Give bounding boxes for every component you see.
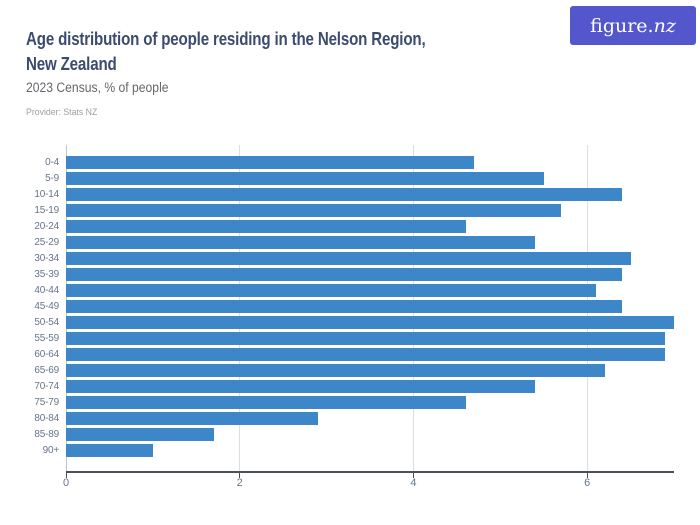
bar xyxy=(66,396,466,409)
x-tick-label: 0 xyxy=(62,477,70,489)
chart-subtitle: 2023 Census, % of people xyxy=(26,80,169,95)
title-line-2: New Zealand xyxy=(26,54,117,74)
y-axis-label: 55-59 xyxy=(34,333,59,344)
bar xyxy=(66,348,666,361)
bar xyxy=(66,428,214,441)
bar xyxy=(66,380,536,393)
y-axis-label: 5-9 xyxy=(45,173,59,184)
y-axis-label: 20-24 xyxy=(34,221,59,232)
y-axis-label: 75-79 xyxy=(34,397,59,408)
bar xyxy=(66,172,544,185)
y-axis-label: 30-34 xyxy=(34,253,59,264)
bar xyxy=(66,364,605,377)
y-axis-label: 35-39 xyxy=(34,269,59,280)
x-tick xyxy=(65,472,67,478)
bar xyxy=(66,220,466,233)
logo-text: figure. xyxy=(590,14,654,37)
logo-text-italic: nz xyxy=(653,14,676,37)
y-axis-label: 60-64 xyxy=(34,349,59,360)
x-axis-line xyxy=(66,471,674,473)
page-title: Age distribution of people residing in t… xyxy=(26,27,502,77)
bar xyxy=(66,412,318,425)
title-line-1: Age distribution of people residing in t… xyxy=(26,29,426,49)
bar xyxy=(66,444,153,457)
y-axis-label: 40-44 xyxy=(34,285,59,296)
bar xyxy=(66,156,475,169)
figurenz-logo[interactable]: figure. nz xyxy=(570,6,696,45)
x-tick xyxy=(412,472,414,478)
y-axis-label: 50-54 xyxy=(34,317,59,328)
bar xyxy=(66,332,666,345)
y-axis-label: 0-4 xyxy=(45,157,59,168)
provider-credit: Provider: Stats NZ xyxy=(26,107,98,117)
bar xyxy=(66,284,596,297)
y-axis-label: 70-74 xyxy=(34,381,59,392)
x-tick xyxy=(239,472,241,478)
y-axis-label: 85-89 xyxy=(34,429,59,440)
x-tick-label: 6 xyxy=(584,477,591,489)
y-axis-label: 90+ xyxy=(42,445,60,456)
bar xyxy=(66,204,562,217)
bar xyxy=(66,316,674,329)
x-tick-label: 4 xyxy=(410,477,417,489)
y-axis-label: 45-49 xyxy=(34,301,59,312)
bar xyxy=(66,236,536,249)
y-axis-label: 15-19 xyxy=(34,205,59,216)
bar xyxy=(66,268,622,281)
y-axis-label: 65-69 xyxy=(34,365,59,376)
x-tick xyxy=(586,472,588,478)
x-tick-label: 2 xyxy=(236,477,243,489)
y-axis-label: 10-14 xyxy=(34,189,59,200)
y-axis-label: 25-29 xyxy=(34,237,59,248)
bar xyxy=(66,188,622,201)
bar xyxy=(66,252,631,265)
bar xyxy=(66,300,622,313)
y-axis-label: 80-84 xyxy=(34,413,59,424)
